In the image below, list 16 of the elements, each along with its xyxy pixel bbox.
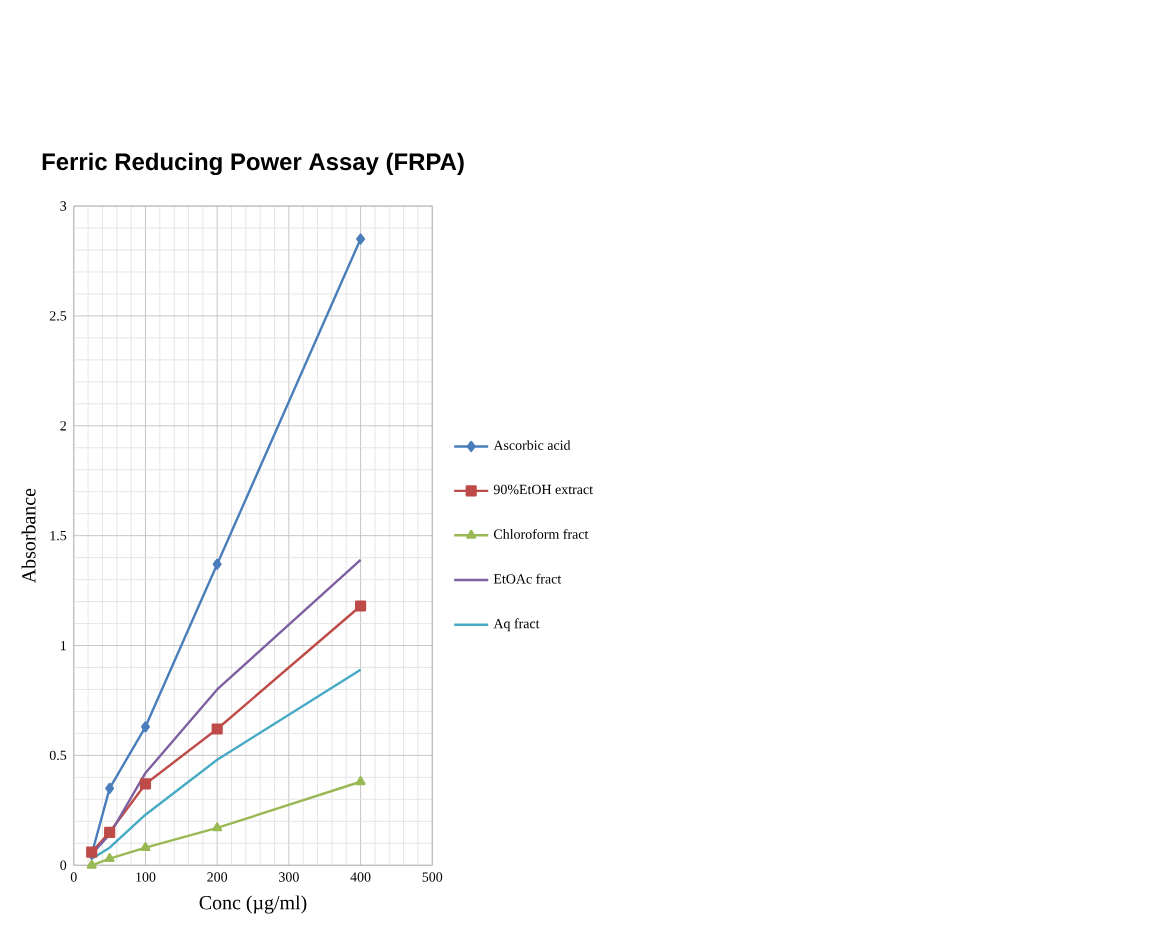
y-axis-title: Absorbance	[21, 488, 36, 583]
point	[140, 841, 151, 851]
point	[356, 233, 366, 245]
point	[212, 558, 222, 570]
point	[104, 826, 116, 838]
point	[86, 859, 97, 869]
point	[105, 782, 115, 794]
point	[104, 852, 115, 862]
point	[140, 720, 150, 733]
x-axis-title: Conc (µg/ml)	[199, 895, 307, 914]
point	[354, 600, 367, 612]
point	[212, 821, 223, 831]
point	[139, 778, 152, 790]
point	[211, 723, 223, 735]
chart-title: Ferric Reducing Power Assay (FRPA)	[42, 152, 464, 175]
point	[355, 775, 366, 785]
